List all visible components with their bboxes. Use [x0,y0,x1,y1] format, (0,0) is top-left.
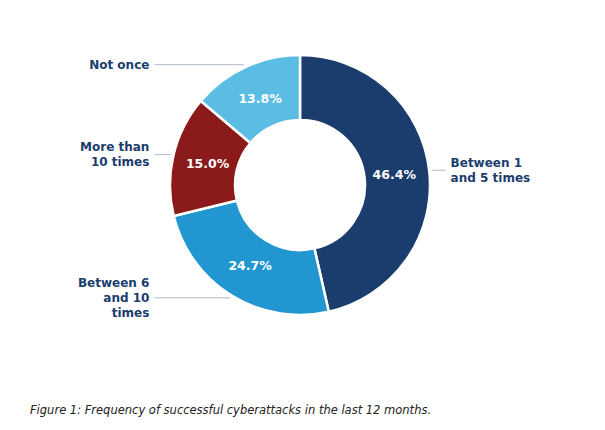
category-label: Between 6and 10times [78,276,149,320]
category-label-line: More than [80,140,149,154]
leader-line [154,297,230,298]
category-label-line: Between 1 [451,156,522,170]
data-label: 13.8% [238,91,282,106]
category-label-line: times [112,306,150,320]
labels: 46.4%Between 1and 5 times24.7%Between 6a… [78,58,530,320]
category-label: Between 1and 5 times [451,156,531,185]
category-label: More than10 times [80,140,149,169]
category-label-line: and 5 times [451,171,531,185]
data-label: 15.0% [186,156,230,171]
chart: 46.4%Between 1and 5 times24.7%Between 6a… [0,0,605,430]
slices [170,55,430,315]
category-label-line: Not once [89,58,149,72]
category-label-line: Between 6 [78,276,149,290]
slice [201,55,300,143]
leader-line [154,154,171,155]
data-label: 46.4% [373,167,417,182]
category-label: Not once [89,58,149,72]
leader-line [432,170,446,171]
category-label-line: and 10 [103,291,149,305]
leader-line [154,64,244,65]
caption: Figure 1: Frequency of successful cybera… [30,403,431,417]
data-label: 24.7% [228,258,272,273]
category-label-line: 10 times [91,155,150,169]
background [0,0,605,430]
